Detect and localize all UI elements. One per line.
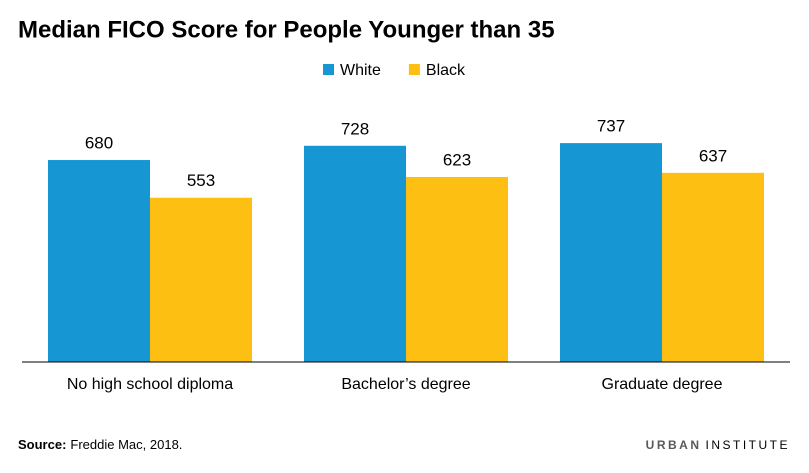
- bar: [406, 176, 508, 362]
- value-label: 737: [597, 117, 625, 136]
- bar: [662, 172, 764, 362]
- bar: [560, 143, 662, 362]
- logo-primary: URBAN: [646, 438, 702, 452]
- logo-secondary: INSTITUTE: [706, 438, 791, 452]
- legend-label: White: [340, 62, 381, 79]
- x-tick-label: Graduate degree: [602, 376, 723, 393]
- legend-swatch: [323, 64, 334, 75]
- source: Source: Freddie Mac, 2018.: [18, 437, 182, 452]
- value-label: 637: [699, 146, 727, 165]
- legend-swatch: [408, 64, 420, 75]
- source-text: Freddie Mac, 2018.: [70, 437, 182, 452]
- value-label: 728: [341, 119, 369, 138]
- legend-label: Black: [426, 62, 466, 79]
- logo: URBAN INSTITUTE: [646, 438, 790, 452]
- source-label: Source:: [18, 437, 66, 452]
- bar: [150, 197, 252, 362]
- value-label: 680: [85, 134, 113, 153]
- value-label: 623: [443, 150, 471, 169]
- bar: [304, 145, 406, 362]
- x-tick-label: No high school diploma: [67, 376, 233, 393]
- bar: [48, 160, 150, 362]
- x-tick-label: Bachelor’s degree: [341, 376, 470, 393]
- value-label: 553: [187, 171, 215, 190]
- chart-title: Median FICO Score for People Younger tha…: [18, 16, 555, 43]
